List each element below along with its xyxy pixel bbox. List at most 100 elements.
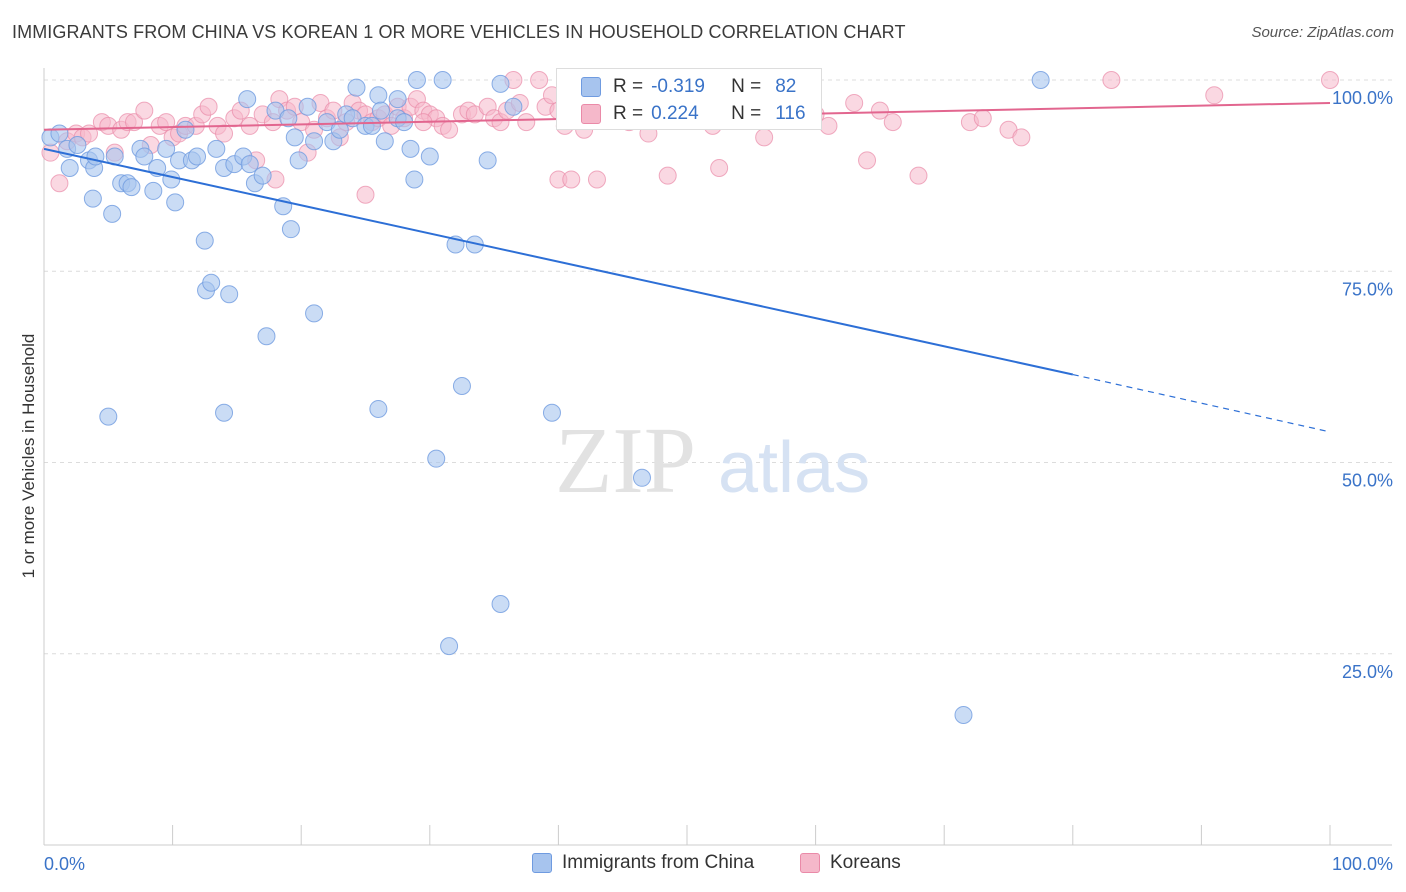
data-point-korean xyxy=(135,101,154,120)
data-point-china xyxy=(452,377,471,395)
data-point-china xyxy=(188,147,207,166)
legend: Immigrants from China Koreans xyxy=(0,852,1406,880)
legend-label-koreans: Koreans xyxy=(830,852,901,873)
data-point-korean xyxy=(909,166,928,185)
data-point-korean xyxy=(50,174,69,193)
data-point-china xyxy=(166,193,185,212)
data-point-korean xyxy=(1102,71,1121,89)
x-tick-label: 0.0% xyxy=(44,854,85,874)
data-point-korean xyxy=(845,93,864,112)
data-point-china xyxy=(298,97,317,116)
data-point-korean xyxy=(215,124,234,143)
data-point-korean xyxy=(125,113,144,132)
data-point-korean xyxy=(973,109,992,128)
data-point-china xyxy=(220,285,239,304)
data-point-china xyxy=(202,273,221,292)
legend-swatch-koreans xyxy=(800,853,820,873)
data-point-korean xyxy=(1321,71,1339,89)
data-point-china xyxy=(68,136,87,155)
data-point-china xyxy=(162,170,181,189)
data-point-korean xyxy=(658,166,677,185)
data-point-korean xyxy=(858,151,877,170)
x-tick-label: 100.0% xyxy=(1332,854,1393,874)
data-point-china xyxy=(157,139,176,158)
data-point-china xyxy=(427,449,446,468)
data-point-china xyxy=(362,116,381,135)
data-point-korean xyxy=(755,128,774,147)
data-point-korean xyxy=(883,113,902,132)
data-point-china xyxy=(433,71,452,89)
data-point-china xyxy=(542,403,561,422)
trend-line-china xyxy=(43,147,1074,376)
data-point-china xyxy=(207,139,226,158)
data-point-china xyxy=(99,407,118,426)
data-point-china xyxy=(405,170,424,189)
data-point-china xyxy=(369,399,388,418)
china-swatch xyxy=(581,77,601,97)
data-point-china xyxy=(632,468,651,487)
n-label: N = xyxy=(731,76,762,97)
legend-item-china[interactable]: Immigrants from China xyxy=(532,852,754,874)
data-point-china xyxy=(954,705,973,724)
data-point-china xyxy=(330,120,349,139)
data-point-korean xyxy=(1205,86,1224,105)
data-point-china xyxy=(401,139,420,158)
watermark-atlas: atlas xyxy=(718,428,870,508)
r-label: R = xyxy=(613,76,644,97)
data-point-china xyxy=(478,151,497,170)
data-point-china xyxy=(215,403,234,422)
r-value: -0.319 xyxy=(651,76,705,97)
data-point-china xyxy=(407,71,426,89)
data-point-korean xyxy=(440,120,459,139)
data-point-korean xyxy=(587,170,606,189)
y-tick-label: 100.0% xyxy=(1332,88,1393,108)
legend-swatch-china xyxy=(532,853,552,873)
data-point-china xyxy=(375,132,394,151)
data-point-china xyxy=(240,155,259,174)
watermark-zip: ZIP xyxy=(555,409,696,513)
watermark: ZIP atlas xyxy=(555,409,870,513)
data-point-china xyxy=(420,147,439,166)
data-point-china xyxy=(122,178,141,197)
data-point-korean xyxy=(41,143,60,162)
gridlines xyxy=(44,79,1392,655)
data-point-korean xyxy=(199,97,218,116)
trend-line-china-dashed xyxy=(1072,373,1331,433)
data-point-china xyxy=(281,220,300,239)
data-point-china xyxy=(144,181,163,200)
data-point-china xyxy=(50,124,69,143)
r-value: 0.224 xyxy=(651,103,699,124)
data-point-china xyxy=(285,128,304,147)
data-point-china xyxy=(369,86,388,105)
data-point-china xyxy=(491,74,510,93)
data-point-china xyxy=(195,231,214,250)
r-label: R = xyxy=(613,103,644,124)
tick-labels: 25.0% 50.0% 75.0% 100.0% 0.0% 100.0% xyxy=(44,88,1393,874)
n-value: 116 xyxy=(775,103,806,124)
n-value: 82 xyxy=(775,76,797,97)
chart-title: IMMIGRANTS FROM CHINA VS KOREAN 1 OR MOR… xyxy=(12,22,906,42)
data-point-china xyxy=(289,151,308,170)
n-label: N = xyxy=(731,103,762,124)
y-tick-label: 50.0% xyxy=(1342,471,1393,491)
legend-item-koreans[interactable]: Koreans xyxy=(800,852,901,874)
data-point-china xyxy=(83,189,102,208)
data-point-china xyxy=(388,90,407,109)
series-immigrants-from-china xyxy=(41,71,1050,724)
data-point-korean xyxy=(1012,128,1031,147)
axes xyxy=(43,68,1392,846)
korean-swatch xyxy=(581,104,601,124)
data-point-korean xyxy=(356,185,375,204)
stats-row-korean: R = 0.224 N = 116 xyxy=(581,100,806,128)
data-point-china xyxy=(440,637,459,656)
data-point-china xyxy=(305,304,324,323)
data-point-china xyxy=(257,327,276,346)
data-point-china xyxy=(1031,71,1050,89)
stats-row-china: R = -0.319 N = 82 xyxy=(581,73,797,101)
data-point-korean xyxy=(530,71,549,89)
data-point-china xyxy=(305,132,324,151)
data-point-korean xyxy=(517,113,536,132)
data-point-korean xyxy=(819,116,838,135)
source-credit: Source: ZipAtlas.com xyxy=(1251,24,1394,41)
